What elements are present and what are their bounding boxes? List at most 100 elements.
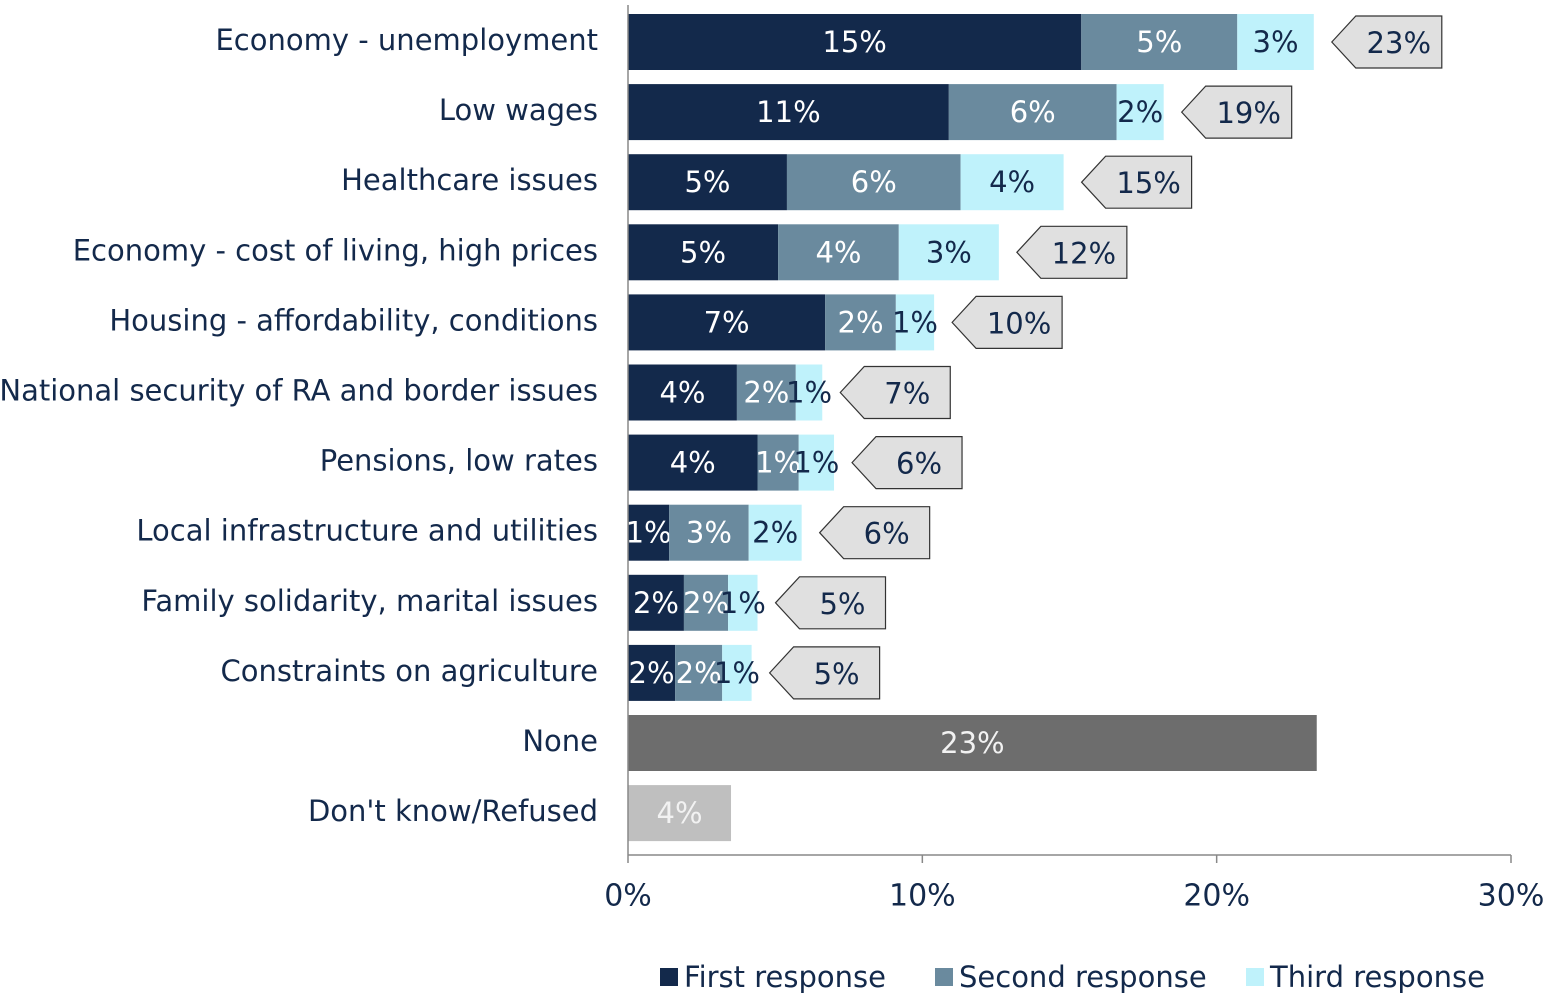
value-label: 1% xyxy=(892,305,938,339)
category-label: None xyxy=(522,724,598,758)
value-label: 2% xyxy=(752,516,798,550)
bar-segment xyxy=(895,294,935,351)
total-callout xyxy=(1330,15,1443,69)
value-label: 1% xyxy=(786,376,832,410)
value-label: 2% xyxy=(676,656,722,690)
bar-segment xyxy=(728,574,758,631)
value-label: 15% xyxy=(822,25,886,59)
bar-segment xyxy=(960,154,1064,211)
value-label: 5% xyxy=(684,165,730,199)
bar-segment xyxy=(628,434,758,491)
value-label: 4% xyxy=(815,235,861,269)
total-callout xyxy=(1080,155,1193,209)
bar-segment xyxy=(669,504,749,561)
bar xyxy=(628,785,732,842)
value-label: 4% xyxy=(657,796,703,830)
value-label: 3% xyxy=(1253,25,1299,59)
total-callout xyxy=(951,295,1063,349)
category-label: Healthcare issues xyxy=(341,163,598,197)
x-tick-label: 0% xyxy=(604,879,652,914)
value-label: 1% xyxy=(626,516,672,550)
category-label: Low wages xyxy=(439,93,598,127)
bar-segment xyxy=(795,364,823,421)
value-label: 11% xyxy=(756,95,820,129)
total-label: 6% xyxy=(896,447,942,481)
total-label: 5% xyxy=(819,587,865,621)
value-label: 6% xyxy=(851,165,897,199)
value-label: 1% xyxy=(720,586,766,620)
bar-segment xyxy=(748,504,802,561)
legend-swatch xyxy=(660,968,678,986)
value-label: 1% xyxy=(755,446,801,480)
total-label: 15% xyxy=(1116,166,1180,200)
bar-segment xyxy=(825,294,896,351)
total-callout xyxy=(839,365,951,420)
x-tick-label: 20% xyxy=(1183,879,1250,914)
bar-segment xyxy=(798,434,835,491)
bar-segment xyxy=(628,14,1082,70)
legend-label: First response xyxy=(684,960,886,994)
x-tick-label: 30% xyxy=(1478,879,1545,914)
category-label: Economy - cost of living, high prices xyxy=(73,233,598,267)
bar-segment xyxy=(1081,14,1238,70)
bar-segment xyxy=(736,364,796,421)
bar-segment xyxy=(628,224,779,281)
total-callout xyxy=(774,576,887,630)
x-tick-label: 10% xyxy=(889,879,956,914)
value-label: 2% xyxy=(629,656,675,690)
value-label: 4% xyxy=(670,446,716,480)
bar-segment xyxy=(778,224,899,281)
total-callout xyxy=(1180,85,1293,139)
bar-segment xyxy=(628,364,737,421)
value-label: 6% xyxy=(1010,95,1056,129)
category-label: National security of RA and border issue… xyxy=(0,374,598,408)
total-label: 7% xyxy=(884,377,930,411)
bar-segment xyxy=(628,504,670,561)
bar-segment xyxy=(675,644,723,701)
bar-segment xyxy=(757,434,799,491)
value-label: 7% xyxy=(704,305,750,339)
bar-segment xyxy=(948,84,1117,141)
bar-segment xyxy=(628,574,684,631)
value-label: 4% xyxy=(989,165,1035,199)
value-label: 2% xyxy=(743,376,789,410)
category-label: Pensions, low rates xyxy=(320,444,598,478)
bar xyxy=(628,715,1317,771)
value-label: 2% xyxy=(633,586,679,620)
category-label: Constraints on agriculture xyxy=(221,654,598,688)
total-label: 12% xyxy=(1052,236,1116,270)
value-label: 2% xyxy=(1117,95,1163,129)
bar-segment xyxy=(722,644,752,701)
category-label: Don't know/Refused xyxy=(308,794,598,828)
value-label: 3% xyxy=(926,235,972,269)
value-label: 2% xyxy=(838,305,884,339)
value-label: 23% xyxy=(940,726,1004,760)
bar-segment xyxy=(628,644,676,701)
bar-segment xyxy=(786,154,961,211)
total-label: 5% xyxy=(814,657,860,691)
total-label: 6% xyxy=(864,517,910,551)
total-callout xyxy=(1016,225,1128,279)
category-label: Housing - affordability, conditions xyxy=(109,303,598,337)
bar-segment xyxy=(898,224,999,281)
value-label: 2% xyxy=(683,586,729,620)
category-label: Economy - unemployment xyxy=(215,23,598,57)
bar-segment xyxy=(1237,14,1314,70)
bar-segment xyxy=(628,154,787,211)
value-label: 5% xyxy=(680,235,726,269)
total-callout xyxy=(768,646,881,700)
value-label: 5% xyxy=(1136,25,1182,59)
legend-swatch xyxy=(935,968,953,986)
total-label: 10% xyxy=(987,306,1051,340)
bar-segment xyxy=(628,294,826,351)
value-label: 4% xyxy=(659,376,705,410)
value-label: 3% xyxy=(686,516,732,550)
total-label: 19% xyxy=(1216,96,1280,130)
category-label: Family solidarity, marital issues xyxy=(141,584,598,618)
bar-segment xyxy=(1116,84,1164,141)
legend-swatch xyxy=(1246,968,1264,986)
value-label: 1% xyxy=(714,656,760,690)
legend-label: Second response xyxy=(959,960,1207,994)
total-callout xyxy=(851,436,963,490)
